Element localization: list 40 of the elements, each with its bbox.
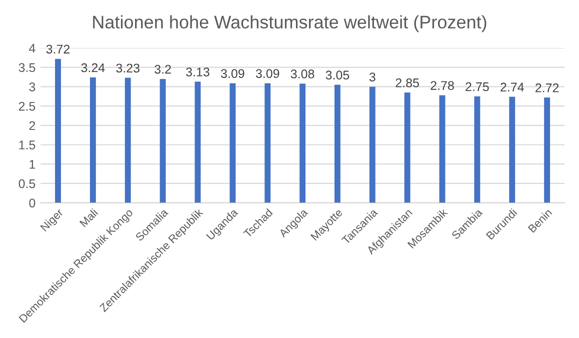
y-tick-label: 2 bbox=[29, 121, 36, 130]
bar bbox=[474, 96, 480, 203]
data-label: 3 bbox=[369, 72, 376, 82]
data-label: 3.08 bbox=[290, 70, 314, 78]
bar bbox=[439, 95, 446, 203]
bar bbox=[404, 92, 410, 203]
y-tick-label: 0 bbox=[29, 198, 36, 208]
data-label: 3.13 bbox=[186, 68, 210, 76]
chart-title: Nationen hohe Wachstumsrate weltweit (Prozent) bbox=[93, 15, 486, 32]
bar bbox=[194, 82, 201, 203]
bar bbox=[124, 78, 131, 203]
y-tick-label: 0.5 bbox=[18, 179, 36, 188]
data-label: 3.23 bbox=[116, 64, 140, 73]
bar bbox=[334, 84, 340, 203]
y-tick-label: 2.5 bbox=[18, 102, 36, 111]
bar bbox=[230, 83, 236, 203]
data-label: 2.72 bbox=[536, 83, 559, 92]
data-label: 2.85 bbox=[396, 78, 419, 88]
y-tick-label: 4 bbox=[29, 44, 36, 53]
bar bbox=[369, 86, 376, 203]
bar bbox=[90, 77, 96, 203]
data-label: 2.74 bbox=[500, 82, 524, 92]
data-label: 3.72 bbox=[46, 44, 70, 54]
data-label: 2.78 bbox=[430, 81, 454, 90]
bar bbox=[544, 98, 550, 203]
bar bbox=[509, 96, 516, 203]
bar bbox=[300, 84, 306, 203]
bar bbox=[55, 58, 61, 203]
data-label: 2.75 bbox=[466, 82, 489, 92]
data-label: 3.09 bbox=[256, 69, 280, 78]
data-label: 3.24 bbox=[81, 63, 105, 72]
y-tick-label: 3.5 bbox=[18, 63, 36, 72]
data-label: 3.09 bbox=[220, 69, 244, 78]
data-label: 3.2 bbox=[154, 64, 171, 74]
y-tick-label: 1 bbox=[30, 160, 36, 169]
y-tick-label: 1.5 bbox=[19, 140, 36, 150]
bar bbox=[264, 83, 271, 203]
bar bbox=[160, 78, 166, 203]
y-tick-label: 3 bbox=[29, 82, 36, 92]
data-label: 3.05 bbox=[326, 70, 350, 80]
